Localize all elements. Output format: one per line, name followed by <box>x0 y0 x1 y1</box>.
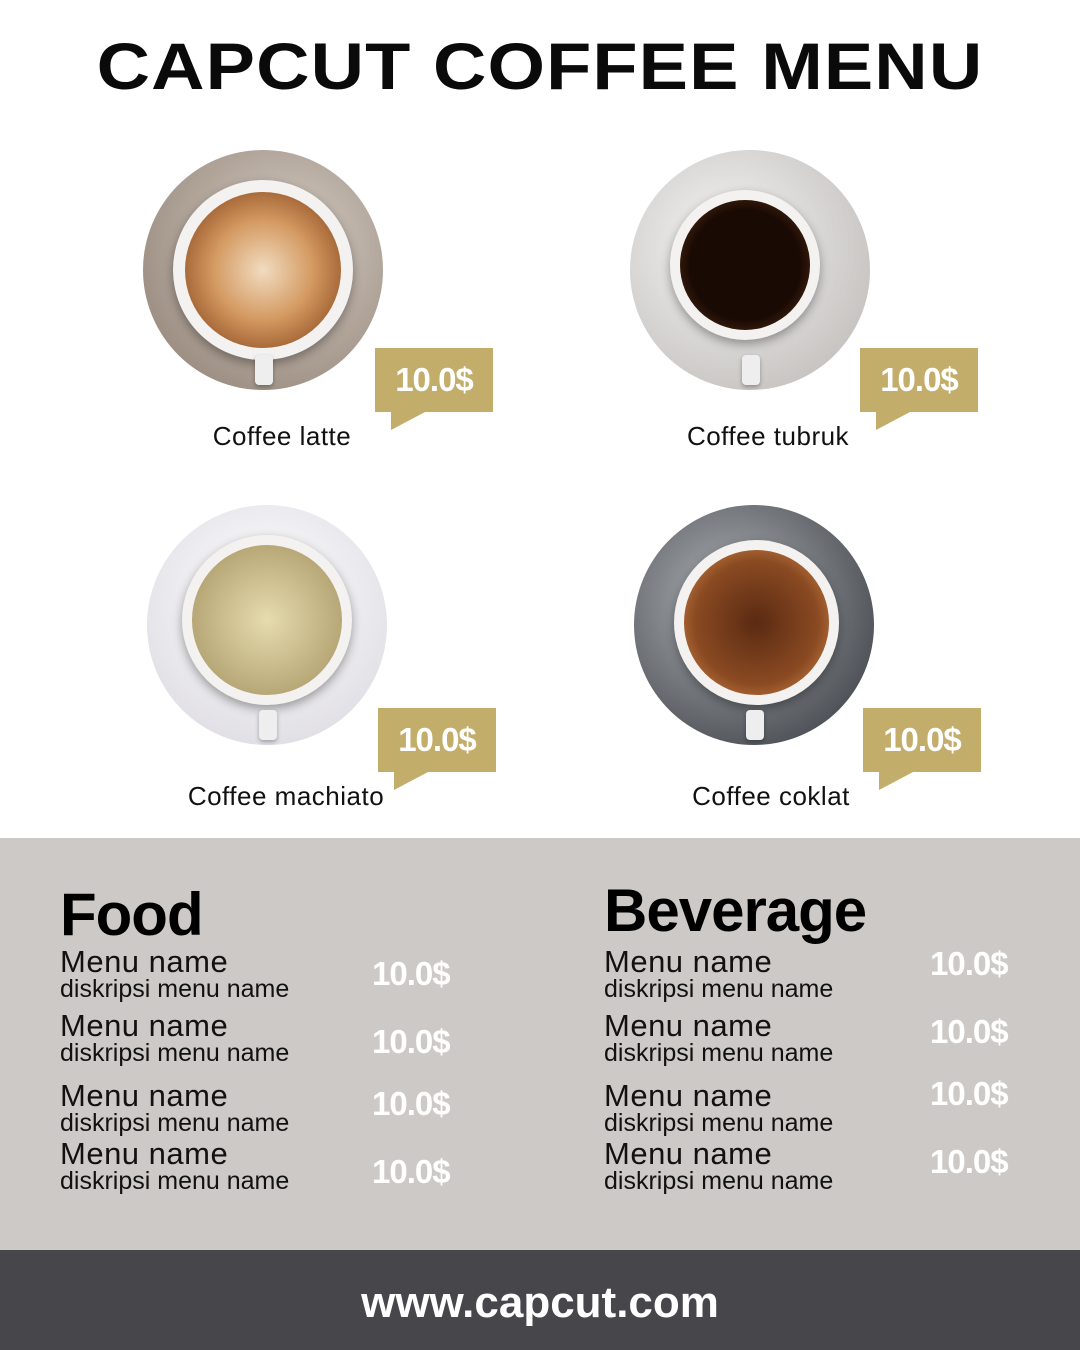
item-price: 10.0$ <box>372 1085 451 1122</box>
item-price: 10.0$ <box>372 955 451 992</box>
beverage-item: Menu name diskripsi menu name <box>604 944 834 1003</box>
item-description: diskripsi menu name <box>60 1109 290 1137</box>
menu-section-background <box>0 838 1080 1250</box>
beverage-title: Beverage <box>604 877 867 944</box>
beverage-item: Menu name diskripsi menu name <box>604 1008 834 1067</box>
item-name: Menu name <box>60 1008 229 1043</box>
website-url: www.capcut.com <box>361 1278 719 1327</box>
item-description: diskripsi menu name <box>60 1039 290 1067</box>
item-name: Menu name <box>60 1136 229 1171</box>
price-tag: 10.0$ <box>375 348 493 430</box>
food-item: Menu name diskripsi menu name <box>60 1078 290 1137</box>
item-name: Menu name <box>60 944 229 979</box>
coffee-name: Coffee latte <box>212 421 352 451</box>
price-tag: 10.0$ <box>863 708 981 790</box>
coffee-tubruk-image <box>630 150 870 390</box>
food-item: Menu name diskripsi menu name <box>60 944 290 1003</box>
coffee-latte-image <box>143 150 383 390</box>
coffee-machiato-image <box>147 505 387 745</box>
item-description: diskripsi menu name <box>604 1167 834 1195</box>
item-price: 10.0$ <box>930 1075 1009 1112</box>
item-name: Menu name <box>604 1136 773 1171</box>
footer <box>0 1250 1080 1350</box>
item-price: 10.0$ <box>930 1013 1009 1050</box>
item-name: Menu name <box>604 944 773 979</box>
coffee-name: Coffee coklat <box>692 781 850 811</box>
coffee-name: Coffee machiato <box>187 781 385 811</box>
item-price: 10.0$ <box>372 1023 451 1060</box>
food-title: Food <box>60 881 204 948</box>
item-description: diskripsi menu name <box>60 1167 290 1195</box>
item-description: diskripsi menu name <box>60 975 290 1003</box>
item-description: diskripsi menu name <box>604 975 834 1003</box>
page-title: CAPCUT COFFEE MENU <box>96 29 984 103</box>
food-item: Menu name diskripsi menu name <box>60 1136 290 1195</box>
beverage-item: Menu name diskripsi menu name <box>604 1136 834 1195</box>
price-tag: 10.0$ <box>378 708 496 790</box>
item-price: 10.0$ <box>372 1153 451 1190</box>
food-item: Menu name diskripsi menu name <box>60 1008 290 1067</box>
beverage-item: Menu name diskripsi menu name <box>604 1078 834 1137</box>
item-name: Menu name <box>604 1078 773 1113</box>
item-description: diskripsi menu name <box>604 1109 834 1137</box>
item-description: diskripsi menu name <box>604 1039 834 1067</box>
item-price: 10.0$ <box>930 945 1009 982</box>
price-tag: 10.0$ <box>860 348 978 430</box>
coffee-name: Coffee tubruk <box>686 421 850 451</box>
item-price: 10.0$ <box>930 1143 1009 1180</box>
item-name: Menu name <box>604 1008 773 1043</box>
item-name: Menu name <box>60 1078 229 1113</box>
coffee-coklat-image <box>634 505 874 745</box>
